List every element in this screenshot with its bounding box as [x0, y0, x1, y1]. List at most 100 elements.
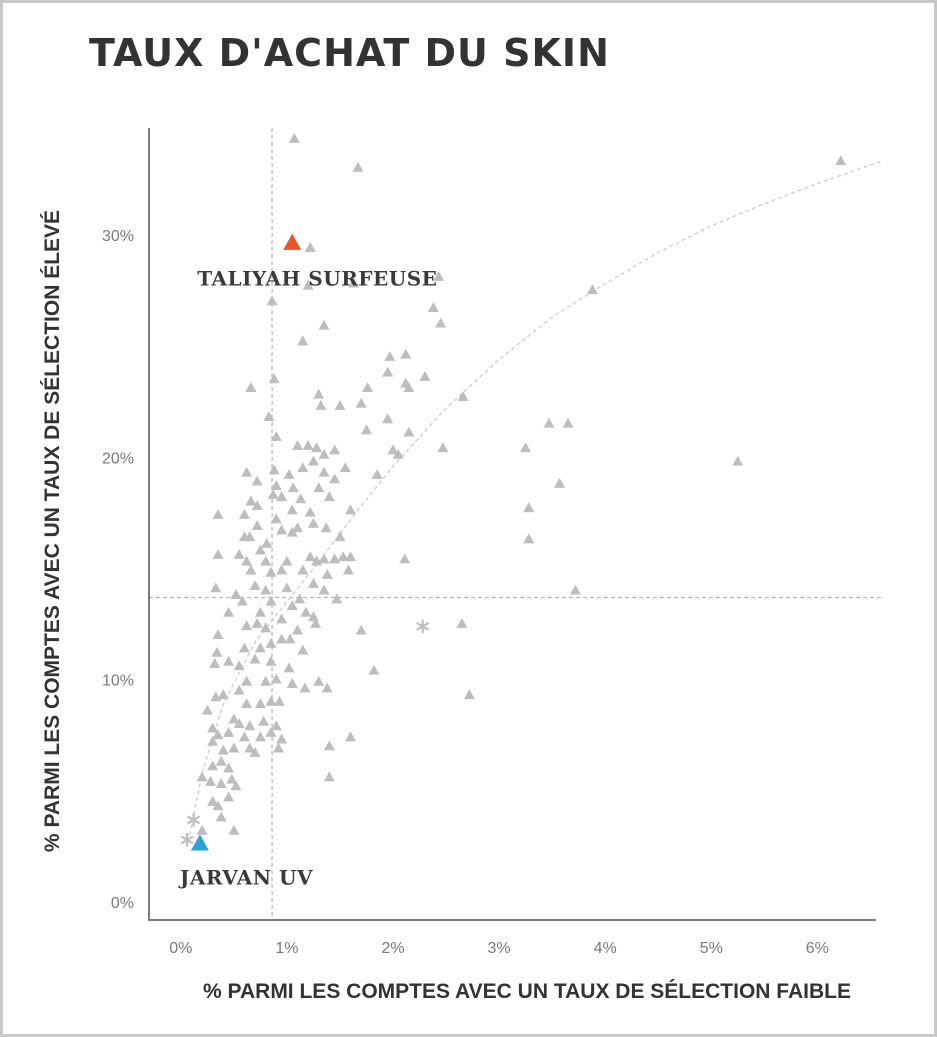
data-point — [212, 629, 224, 639]
data-point — [212, 549, 224, 559]
data-point — [283, 662, 295, 673]
data-point — [562, 417, 574, 428]
chart-title: TAUX D'ACHAT DU SKIN — [89, 31, 610, 75]
data-point — [329, 553, 341, 564]
data-point — [360, 424, 372, 435]
data-point — [318, 584, 330, 595]
data-point — [382, 366, 394, 377]
data-point — [382, 413, 394, 424]
asterisk-stroke — [416, 622, 430, 631]
data-point — [302, 439, 314, 450]
data-point — [258, 715, 270, 726]
data-point — [463, 689, 475, 700]
data-point — [241, 466, 253, 477]
data-point — [260, 584, 272, 595]
data-point — [276, 491, 288, 502]
data-point — [281, 555, 293, 566]
data-point — [345, 551, 357, 562]
data-point — [345, 504, 357, 515]
data-point — [244, 742, 256, 753]
data-point — [437, 442, 449, 453]
data-point-asterisk — [187, 812, 200, 827]
data-point — [207, 795, 219, 806]
data-point — [292, 439, 304, 450]
data-point — [371, 468, 383, 479]
data-point — [238, 731, 250, 742]
data-point — [254, 606, 266, 617]
x-tick-label: 4% — [594, 940, 617, 957]
data-point — [287, 482, 299, 493]
data-point — [215, 778, 227, 789]
data-point — [297, 335, 309, 346]
data-point — [387, 444, 399, 455]
data-point — [241, 675, 253, 686]
data-point — [238, 508, 250, 519]
data-point — [207, 760, 219, 771]
data-point — [283, 468, 295, 479]
data-point — [260, 555, 272, 566]
data-point — [215, 755, 227, 766]
highlight-taliyah-label: TALIYAH SURFEUSE — [197, 267, 437, 291]
data-point — [313, 675, 325, 686]
data-point — [211, 646, 223, 657]
y-tick-label: 20% — [102, 450, 134, 467]
data-point — [433, 270, 445, 281]
data-point — [323, 771, 335, 782]
data-point — [297, 564, 309, 575]
data-point — [427, 302, 439, 312]
data-point — [286, 678, 298, 688]
data-point — [249, 653, 261, 664]
data-point — [230, 589, 242, 599]
data-point — [276, 633, 288, 644]
data-point — [334, 399, 346, 410]
data-point — [331, 593, 343, 604]
data-point — [241, 698, 253, 708]
x-tick-label: 0% — [169, 940, 192, 957]
data-point — [307, 455, 319, 466]
y-tick-label: 10% — [102, 673, 134, 690]
data-point — [288, 132, 300, 143]
data-point — [270, 720, 282, 731]
data-point — [554, 477, 566, 488]
highlight-jarvan-marker — [190, 834, 209, 851]
data-point — [245, 382, 257, 393]
data-point — [196, 771, 208, 782]
data-point — [223, 726, 235, 737]
data-point — [263, 411, 275, 421]
data-point — [265, 595, 277, 606]
data-point — [233, 684, 245, 695]
data-point — [342, 564, 354, 575]
data-point — [254, 731, 266, 742]
data-point — [294, 593, 306, 604]
data-point — [207, 735, 219, 746]
data-point — [318, 319, 330, 330]
data-point — [348, 277, 360, 288]
data-point — [265, 695, 277, 706]
data-point — [260, 675, 272, 686]
data-point — [307, 611, 319, 622]
data-point — [399, 553, 411, 564]
scatter-plot: 0% 1% 2% 3% 4% 5% 6% 0% 10% 20% 30% TALIYAH SURFEU… — [41, 128, 882, 1003]
data-point — [304, 241, 316, 252]
x-tick-label: 5% — [700, 940, 723, 957]
data-point — [304, 551, 316, 562]
data-point — [207, 722, 219, 733]
data-point — [241, 555, 253, 566]
data-point — [345, 731, 357, 742]
data-point — [217, 689, 229, 700]
data-point — [310, 617, 322, 628]
data-point — [265, 655, 277, 666]
data-point — [403, 382, 415, 393]
data-point — [270, 431, 282, 441]
data-point — [254, 698, 266, 708]
data-point — [339, 462, 351, 473]
data-point — [292, 522, 304, 533]
data-point — [457, 391, 469, 401]
data-point — [520, 442, 532, 453]
data-point-asterisk — [416, 619, 430, 634]
data-point — [209, 658, 221, 668]
data-point — [244, 720, 256, 731]
y-tick-label: 0% — [111, 895, 134, 912]
data-point — [323, 740, 335, 751]
tick-labels: 0% 1% 2% 3% 4% 5% 6% 0% 10% 20% 30% — [102, 228, 829, 957]
